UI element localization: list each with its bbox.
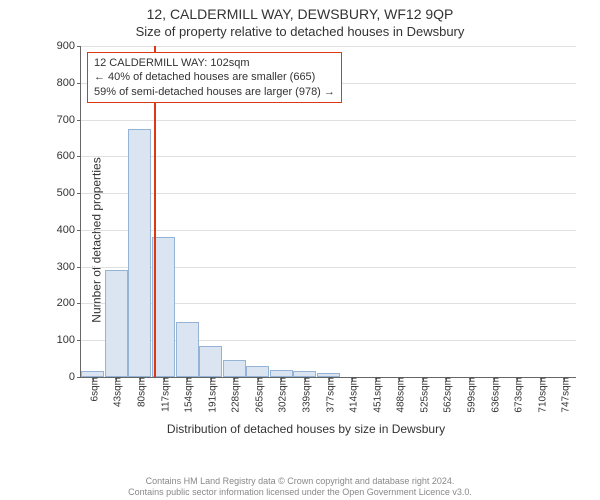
footer-line-1: Contains HM Land Registry data © Crown c… xyxy=(0,476,600,487)
chart-container: Number of detached properties 0100200300… xyxy=(28,46,584,434)
histogram-bar xyxy=(128,129,151,377)
histogram-bar xyxy=(176,322,199,377)
x-tick-label: 6sqm xyxy=(85,377,100,401)
x-tick-label: 488sqm xyxy=(392,377,407,413)
x-tick-label: 377sqm xyxy=(321,377,336,413)
x-tick-label: 265sqm xyxy=(250,377,265,413)
x-tick-label: 599sqm xyxy=(462,377,477,413)
y-tick-label: 600 xyxy=(57,150,81,162)
x-tick-label: 525sqm xyxy=(415,377,430,413)
page-title-line2: Size of property relative to detached ho… xyxy=(0,22,600,39)
plot-area: 01002003004005006007008009006sqm43sqm80s… xyxy=(80,46,576,378)
x-axis-label: Distribution of detached houses by size … xyxy=(167,422,445,436)
histogram-bar xyxy=(270,370,293,377)
x-tick-label: 414sqm xyxy=(345,377,360,413)
x-tick-label: 747sqm xyxy=(557,377,572,413)
histogram-bar xyxy=(246,366,269,377)
x-tick-label: 80sqm xyxy=(132,377,147,407)
info-line-3: 59% of semi-detached houses are larger (… xyxy=(94,85,335,99)
y-tick-label: 800 xyxy=(57,77,81,89)
footer-attribution: Contains HM Land Registry data © Crown c… xyxy=(0,476,600,498)
y-tick-label: 400 xyxy=(57,224,81,236)
x-tick-label: 228sqm xyxy=(227,377,242,413)
info-line-1: 12 CALDERMILL WAY: 102sqm xyxy=(94,56,335,70)
info-line-2: ← 40% of detached houses are smaller (66… xyxy=(94,70,335,84)
x-tick-label: 191sqm xyxy=(203,377,218,413)
histogram-bar xyxy=(223,360,246,377)
y-tick-label: 700 xyxy=(57,114,81,126)
y-tick-label: 0 xyxy=(69,371,81,383)
x-tick-label: 562sqm xyxy=(439,377,454,413)
histogram-bar xyxy=(199,346,222,377)
x-tick-label: 673sqm xyxy=(510,377,525,413)
histogram-bar xyxy=(105,270,128,377)
x-tick-label: 339sqm xyxy=(297,377,312,413)
x-tick-label: 154sqm xyxy=(180,377,195,413)
x-tick-label: 43sqm xyxy=(109,377,124,407)
x-tick-label: 117sqm xyxy=(156,377,171,412)
x-tick-label: 710sqm xyxy=(533,377,548,413)
footer-line-2: Contains public sector information licen… xyxy=(0,487,600,498)
y-tick-label: 100 xyxy=(57,334,81,346)
y-tick-label: 300 xyxy=(57,261,81,273)
info-box: 12 CALDERMILL WAY: 102sqm ← 40% of detac… xyxy=(87,52,342,103)
x-tick-label: 451sqm xyxy=(368,377,383,413)
y-tick-label: 900 xyxy=(57,40,81,52)
x-tick-label: 636sqm xyxy=(486,377,501,413)
y-tick-label: 500 xyxy=(57,187,81,199)
y-tick-label: 200 xyxy=(57,297,81,309)
page-title-line1: 12, CALDERMILL WAY, DEWSBURY, WF12 9QP xyxy=(0,0,600,22)
x-tick-label: 302sqm xyxy=(274,377,289,413)
